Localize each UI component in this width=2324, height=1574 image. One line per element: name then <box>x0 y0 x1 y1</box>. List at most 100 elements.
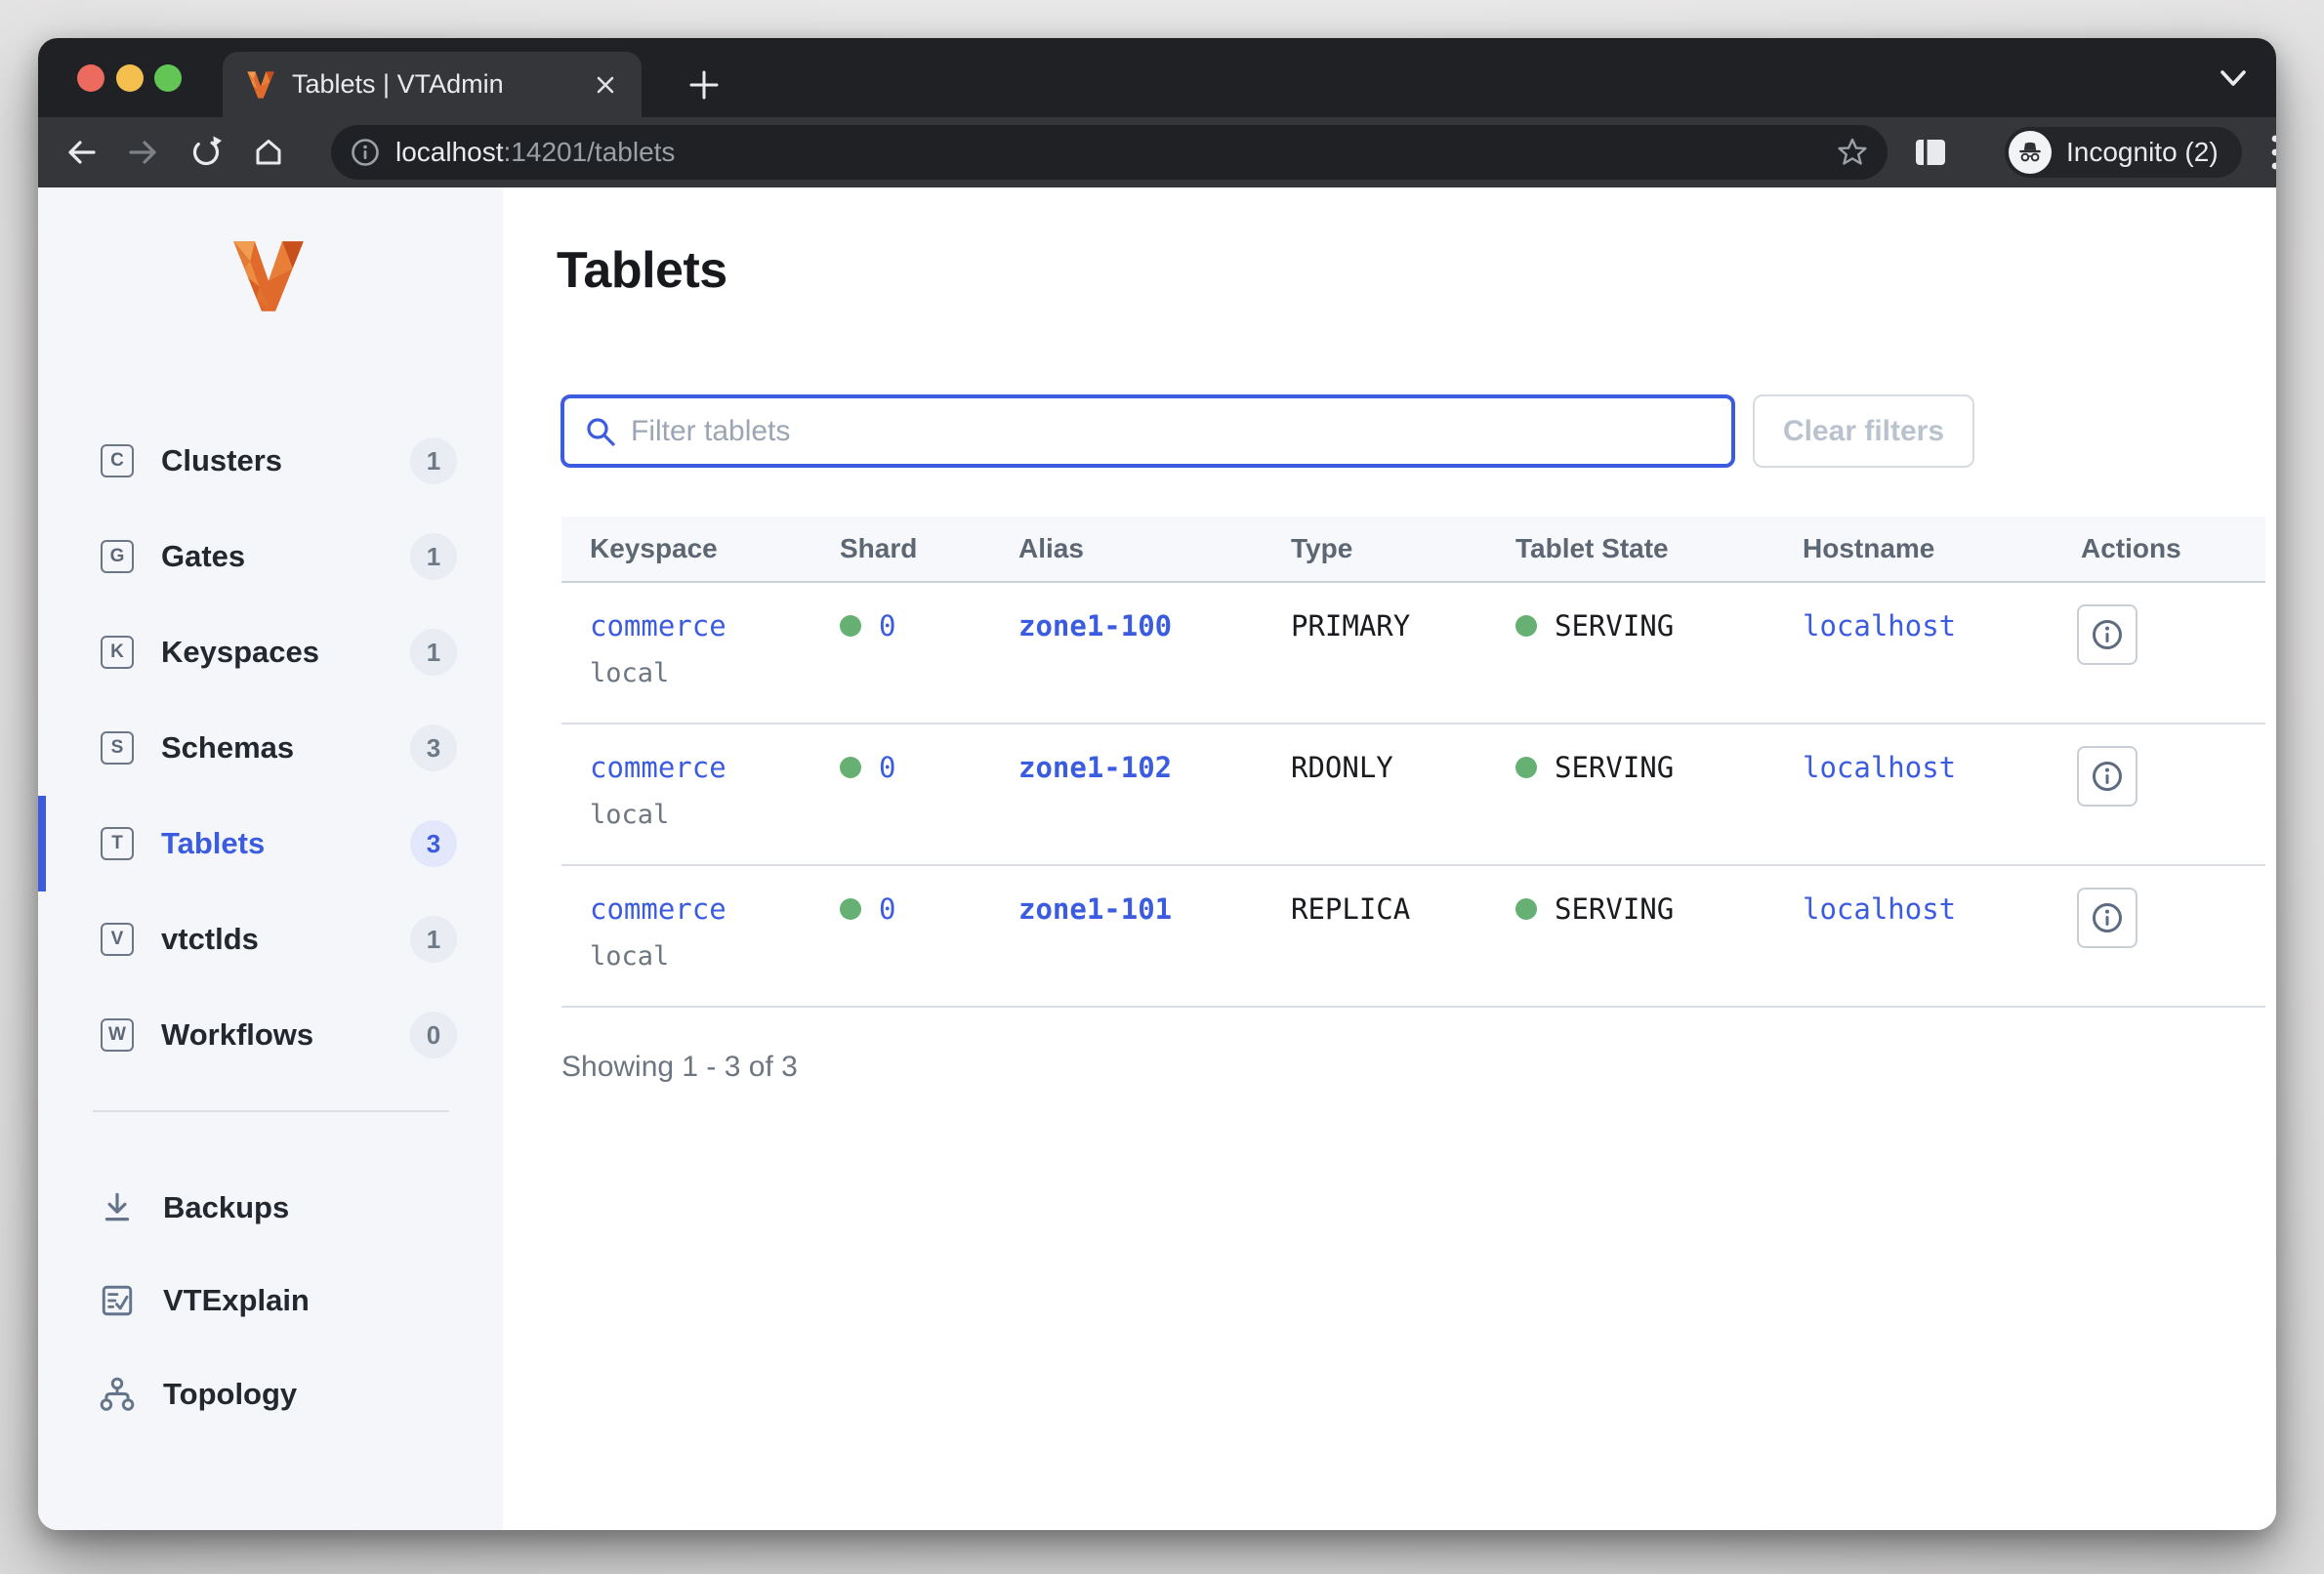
site-info-icon[interactable] <box>351 138 380 167</box>
sidebar-item-schemas[interactable]: S Schemas 3 <box>38 700 503 796</box>
hostname-link[interactable]: localhost <box>1803 609 1957 642</box>
cluster-label: local <box>590 940 670 972</box>
info-icon <box>2093 620 2122 649</box>
search-icon <box>584 415 617 448</box>
tablet-state: SERVING <box>1555 751 1675 784</box>
alias-link[interactable]: zone1-100 <box>1018 609 1173 642</box>
sidebar-item-label: VTExplain <box>163 1283 310 1317</box>
vtctlds-icon: V <box>101 923 134 956</box>
tablet-type: REPLICA <box>1291 892 1411 926</box>
table-row: commerce local 0 zone1-101 REPLICA SERVI… <box>561 866 2265 1008</box>
sidebar-item-vtctlds[interactable]: V vtctlds 1 <box>38 891 503 987</box>
clear-filters-button[interactable]: Clear filters <box>1753 394 1974 468</box>
info-icon <box>2093 903 2122 932</box>
sidebar-item-label: vtctlds <box>161 922 259 956</box>
table-row: commerce local 0 zone1-100 PRIMARY SERVI… <box>561 583 2265 725</box>
sidebar-item-label: Tablets <box>161 826 266 860</box>
filter-tablets-input[interactable] <box>631 414 1712 448</box>
sidebar-item-clusters[interactable]: C Clusters 1 <box>38 413 503 509</box>
browser-menu-icon[interactable] <box>2269 131 2276 174</box>
hostname-link[interactable]: localhost <box>1803 892 1957 926</box>
sidebar-item-label: Schemas <box>161 730 295 765</box>
page-title: Tablets <box>557 242 727 299</box>
forward-icon[interactable] <box>126 135 161 170</box>
info-icon <box>2093 762 2122 791</box>
row-info-button[interactable] <box>2077 604 2137 665</box>
tab-search-chevron-icon[interactable] <box>2218 69 2249 89</box>
vitess-logo <box>230 238 307 314</box>
url-bar[interactable]: localhost:14201/tablets <box>331 125 1888 180</box>
tab-title: Tablets | VTAdmin <box>292 69 504 99</box>
tablets-table: Keyspace Shard Alias Type Tablet State H… <box>561 517 2265 1084</box>
new-tab-button[interactable] <box>675 56 733 114</box>
column-header-type: Type <box>1291 533 1353 563</box>
shard-status-dot <box>840 898 861 920</box>
row-info-button[interactable] <box>2077 746 2137 807</box>
sidebar-item-topology[interactable]: Topology <box>38 1346 503 1442</box>
serving-status-dot <box>1515 615 1537 637</box>
url-host: localhost <box>395 137 504 167</box>
home-icon[interactable] <box>251 135 286 170</box>
tablets-icon: T <box>101 827 134 860</box>
macos-zoom-button[interactable] <box>154 64 182 92</box>
vitess-favicon-icon <box>246 70 275 100</box>
table-pagination-summary: Showing 1 - 3 of 3 <box>561 1051 798 1083</box>
download-icon <box>99 1189 136 1226</box>
shard-status-dot <box>840 615 861 637</box>
alias-link[interactable]: zone1-101 <box>1018 892 1173 926</box>
clusters-icon: C <box>101 444 134 477</box>
sidebar-item-vtexplain[interactable]: VTExplain <box>38 1253 503 1348</box>
alias-link[interactable]: zone1-102 <box>1018 751 1173 784</box>
bookmark-star-icon[interactable] <box>1837 137 1868 168</box>
keyspace-link[interactable]: commerce <box>590 751 726 784</box>
shard-status-dot <box>840 757 861 778</box>
column-header-shard: Shard <box>840 533 918 563</box>
workflows-icon: W <box>101 1018 134 1052</box>
hostname-link[interactable]: localhost <box>1803 751 1957 784</box>
keyspaces-icon: K <box>101 636 134 669</box>
keyspace-link[interactable]: commerce <box>590 609 726 642</box>
sidebar-item-backups[interactable]: Backups <box>38 1160 503 1256</box>
back-icon[interactable] <box>63 135 99 170</box>
document-check-icon <box>99 1282 136 1319</box>
incognito-badge[interactable]: Incognito (2) <box>2005 127 2242 178</box>
sidebar-item-tablets[interactable]: T Tablets 3 <box>38 796 503 891</box>
sidebar-item-label: Gates <box>161 539 246 573</box>
shard-link[interactable]: 0 <box>879 609 896 642</box>
sidebar-item-gates[interactable]: G Gates 1 <box>38 509 503 604</box>
tablet-type: PRIMARY <box>1291 609 1411 642</box>
count-badge: 3 <box>410 820 457 867</box>
serving-status-dot <box>1515 898 1537 920</box>
side-panel-icon[interactable] <box>1913 135 1948 170</box>
sidebar-divider <box>93 1110 449 1112</box>
browser-window: Tablets | VTAdmin <box>38 38 2276 1530</box>
tablet-state: SERVING <box>1555 609 1675 642</box>
incognito-spy-icon <box>2009 131 2052 174</box>
macos-minimize-button[interactable] <box>116 64 144 92</box>
macos-close-button[interactable] <box>77 64 104 92</box>
active-nav-indicator <box>38 796 46 891</box>
tablet-state: SERVING <box>1555 892 1675 926</box>
reload-icon[interactable] <box>188 135 224 170</box>
page-content: C Clusters 1 G Gates 1 K Keyspaces 1 S S… <box>38 187 2276 1530</box>
serving-status-dot <box>1515 757 1537 778</box>
url-text: localhost:14201/tablets <box>395 137 1837 168</box>
sidebar-item-workflows[interactable]: W Workflows 0 <box>38 987 503 1083</box>
browser-tab[interactable]: Tablets | VTAdmin <box>223 52 642 117</box>
tab-strip: Tablets | VTAdmin <box>38 38 2276 117</box>
shard-link[interactable]: 0 <box>879 751 896 784</box>
sidebar-item-keyspaces[interactable]: K Keyspaces 1 <box>38 604 503 700</box>
column-header-hostname: Hostname <box>1803 533 1935 563</box>
schemas-icon: S <box>101 731 134 765</box>
filter-field <box>560 394 1735 468</box>
sidebar: C Clusters 1 G Gates 1 K Keyspaces 1 S S… <box>38 187 503 1530</box>
column-header-alias: Alias <box>1018 533 1084 563</box>
shard-link[interactable]: 0 <box>879 892 896 926</box>
tab-close-icon[interactable] <box>593 72 618 98</box>
cluster-label: local <box>590 657 670 688</box>
row-info-button[interactable] <box>2077 888 2137 948</box>
sidebar-item-label: Topology <box>163 1377 298 1411</box>
gates-icon: G <box>101 540 134 573</box>
table-row: commerce local 0 zone1-102 RDONLY SERVIN… <box>561 725 2265 866</box>
keyspace-link[interactable]: commerce <box>590 892 726 926</box>
